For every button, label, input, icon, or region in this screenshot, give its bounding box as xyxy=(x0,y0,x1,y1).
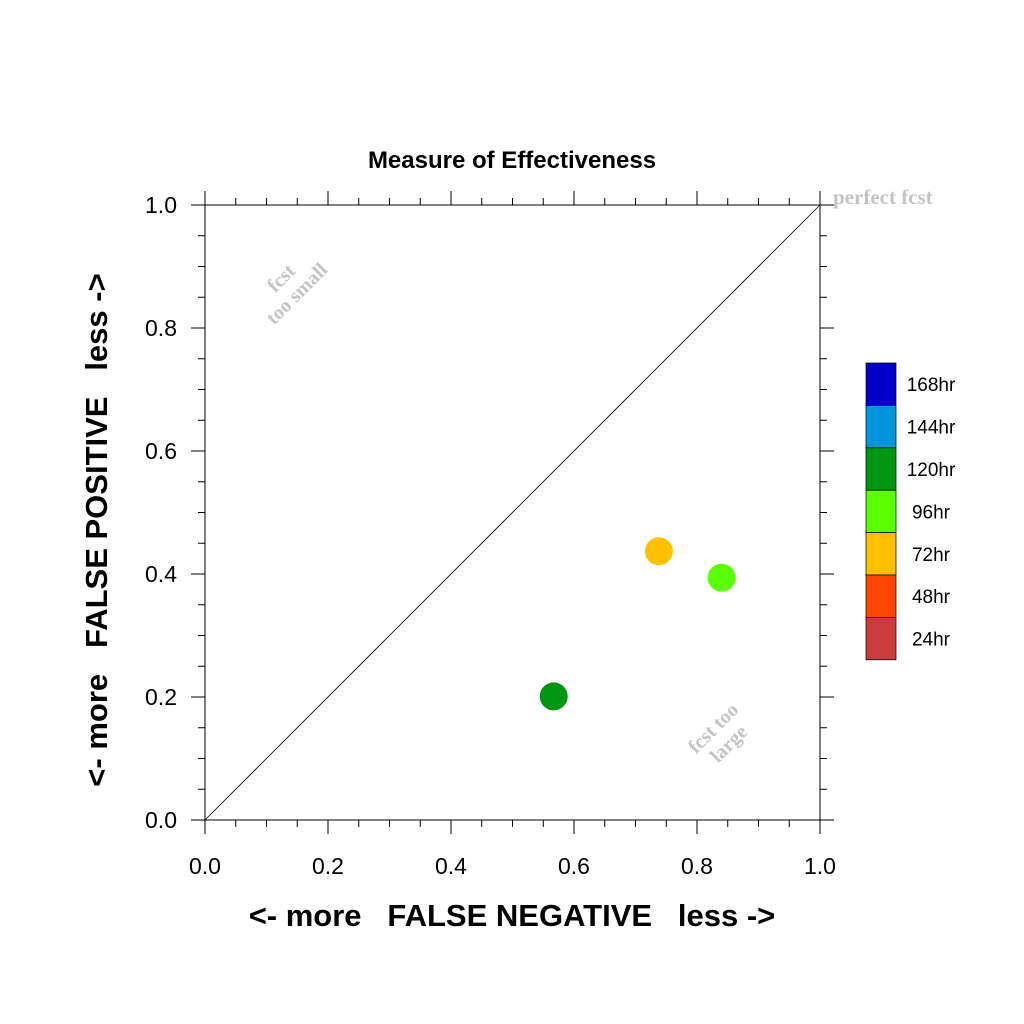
too-large-annotation: fcst too large xyxy=(684,699,752,767)
legend-swatch-48hr xyxy=(865,574,897,618)
legend-label-72hr: 72hr xyxy=(912,545,951,566)
y-axis-label: <- more FALSE POSITIVE less -> xyxy=(79,273,114,786)
y-tick-label: 0.8 xyxy=(145,315,177,341)
legend-label-168hr: 168hr xyxy=(907,375,956,396)
x-tick-label: 0.8 xyxy=(681,853,713,879)
legend-swatch-24hr xyxy=(865,617,897,661)
legend-label-96hr: 96hr xyxy=(912,502,951,523)
legend-swatch-120hr xyxy=(865,447,897,491)
legend-swatch-72hr xyxy=(865,532,897,576)
data-point-96hr xyxy=(707,563,736,592)
y-tick-label: 1.0 xyxy=(145,192,177,218)
data-point-120hr xyxy=(539,682,568,711)
x-axis-label: <- more FALSE NEGATIVE less -> xyxy=(249,898,776,933)
legend-swatch-96hr xyxy=(865,489,897,533)
perfect-forecast-diagonal xyxy=(204,204,821,821)
data-point-72hr xyxy=(644,537,673,566)
x-tick-labels: 0.0 0.2 0.4 0.6 0.8 1.0 xyxy=(189,853,836,879)
x-tick-label: 0.0 xyxy=(189,853,221,879)
legend: 168hr 144hr 120hr 96hr 72hr 48hr 24hr xyxy=(865,362,956,661)
x-tick-label: 1.0 xyxy=(804,853,836,879)
too-small-annotation: fcst too small xyxy=(262,259,332,329)
legend-label-120hr: 120hr xyxy=(907,460,956,481)
axis-ticks xyxy=(191,191,834,834)
perfect-forecast-annotation: perfect fcst xyxy=(833,185,933,209)
chart-title: Measure of Effectiveness xyxy=(368,147,656,174)
x-tick-label: 0.6 xyxy=(558,853,590,879)
data-points xyxy=(539,537,736,711)
y-tick-label: 0.0 xyxy=(145,807,177,833)
legend-label-144hr: 144hr xyxy=(907,418,956,439)
too-small-line-2: too small xyxy=(262,259,332,329)
legend-swatch-168hr xyxy=(865,362,897,406)
legend-label-48hr: 48hr xyxy=(912,587,951,608)
y-tick-labels: 0.0 0.2 0.4 0.6 0.8 1.0 xyxy=(145,192,177,833)
legend-label-24hr: 24hr xyxy=(912,630,951,651)
x-tick-label: 0.4 xyxy=(435,853,467,879)
y-tick-label: 0.4 xyxy=(145,561,177,587)
y-tick-label: 0.2 xyxy=(145,684,177,710)
legend-swatch-144hr xyxy=(865,405,897,449)
y-tick-label: 0.6 xyxy=(145,438,177,464)
x-tick-label: 0.2 xyxy=(312,853,344,879)
